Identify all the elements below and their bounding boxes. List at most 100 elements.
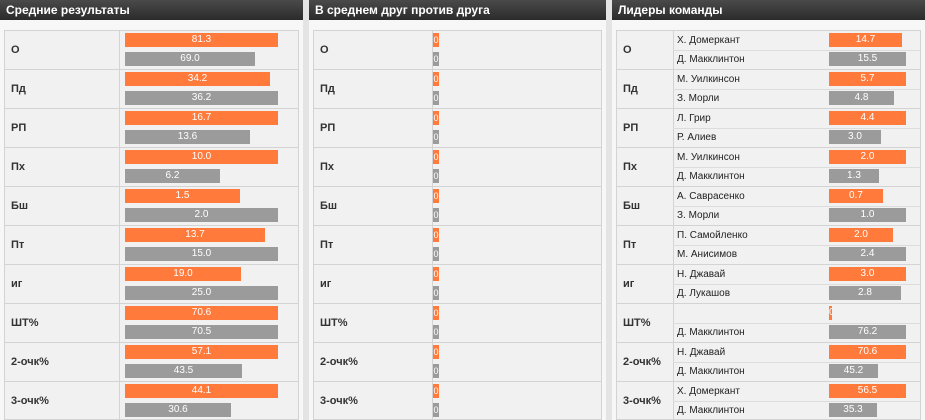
leaders-row: О Х. Домеркант Д. Макклинтон 14.7 15.5 xyxy=(616,30,921,69)
home-average-bar-value: 1.5 xyxy=(175,190,190,201)
leader-away-bar-value: 15.5 xyxy=(857,53,878,64)
column-divider xyxy=(432,148,433,186)
leader-home-bar: 70.6 xyxy=(829,345,906,359)
home-h2h-bar-value: 0 xyxy=(433,113,439,123)
leaders-panel-title: Лидеры команды xyxy=(612,0,925,20)
home-h2h-bar: 0 xyxy=(433,267,439,281)
home-average-bar: 81.3 xyxy=(125,33,278,47)
leaders-row: 2-очк% Н. Джавай Д. Макклинтон 70.6 45.2 xyxy=(616,342,921,381)
averages-row: 3-очк% 44.1 30.6 xyxy=(4,381,299,420)
stat-label: 2-очк% xyxy=(320,356,358,368)
averages-row: О 81.3 69.0 xyxy=(4,30,299,69)
column-divider xyxy=(119,343,120,381)
averages-row: Пт 13.7 15.0 xyxy=(4,225,299,264)
home-h2h-bar: 0 xyxy=(433,306,439,320)
row-half-divider xyxy=(673,284,920,285)
home-h2h-bar-value: 0 xyxy=(433,386,439,396)
row-half-divider xyxy=(673,128,920,129)
head-to-head-row: Пх 0 0 xyxy=(313,147,602,186)
stat-label: О xyxy=(623,44,632,56)
leader-away-bar: 15.5 xyxy=(829,52,906,66)
averages-row: ШТ% 70.6 70.5 xyxy=(4,303,299,342)
home-h2h-bar: 0 xyxy=(433,33,439,47)
column-divider xyxy=(432,265,433,303)
away-h2h-bar-value: 0 xyxy=(433,93,439,103)
away-h2h-bar-value: 0 xyxy=(433,132,439,142)
column-divider xyxy=(432,109,433,147)
row-half-divider xyxy=(673,401,920,402)
home-h2h-bar-value: 0 xyxy=(433,347,439,357)
column-divider xyxy=(432,187,433,225)
away-average-bar: 43.5 xyxy=(125,364,242,378)
leader-away-bar-value: 1.3 xyxy=(847,170,861,181)
leader-away-bar-value: 2.8 xyxy=(858,287,872,298)
away-h2h-bar: 0 xyxy=(433,208,439,222)
home-average-bar: 70.6 xyxy=(125,306,278,320)
leader-away-bar: 1.0 xyxy=(829,208,906,222)
away-average-bar-value: 70.5 xyxy=(191,326,212,337)
stat-label: Пт xyxy=(11,239,25,251)
row-half-divider xyxy=(673,89,920,90)
leaders-row: 3-очк% Х. Домеркант Д. Макклинтон 56.5 35.3 xyxy=(616,381,921,420)
leader-home-bar: 2.0 xyxy=(829,228,893,242)
away-average-bar: 13.6 xyxy=(125,130,250,144)
head-to-head-panel-title: В среднем друг против друга xyxy=(309,0,606,20)
stat-label: 2-очк% xyxy=(623,356,661,368)
away-average-bar-value: 25.0 xyxy=(191,287,212,298)
stat-label: иг xyxy=(623,278,635,290)
stat-label: Пх xyxy=(623,161,638,173)
column-divider xyxy=(673,382,674,419)
leaders-row: Пт П. Самойленко М. Анисимов 2.0 2.4 xyxy=(616,225,921,264)
leaders-panel: Лидеры команды О Х. Домеркант Д. Макклинто… xyxy=(612,0,925,420)
averages-row: РП 16.7 13.6 xyxy=(4,108,299,147)
home-h2h-bar: 0 xyxy=(433,189,439,203)
away-average-bar-value: 69.0 xyxy=(180,53,200,64)
leader-home-bar: 0.0 xyxy=(829,306,832,320)
leader-away-bar: 45.2 xyxy=(829,364,878,378)
leader-home-bar-value: 0.7 xyxy=(849,190,863,201)
away-average-bar-value: 15.0 xyxy=(191,248,212,259)
away-average-bar-value: 2.0 xyxy=(194,209,209,220)
home-h2h-bar: 0 xyxy=(433,228,439,242)
stat-label: 3-очк% xyxy=(320,395,358,407)
away-h2h-bar-value: 0 xyxy=(433,171,439,181)
head-to-head-row: 3-очк% 0 0 xyxy=(313,381,602,420)
leaders-row: РП Л. Грир Р. Алиев 4.4 3.0 xyxy=(616,108,921,147)
leader-away-bar-value: 35.3 xyxy=(843,404,863,415)
away-h2h-bar: 0 xyxy=(433,364,439,378)
away-average-bar: 25.0 xyxy=(125,286,278,300)
leader-home-bar: 56.5 xyxy=(829,384,906,398)
head-to-head-rows: О 0 0 Пд 0 0 РП 0 0 Пх 0 0 Бш 0 0 Пт 0 0 иг 0 0 ШТ% 0 0 2-очк% 0 0… xyxy=(313,30,602,420)
leaders-row: Бш А. Саврасенко З. Морли 0.7 1.0 xyxy=(616,186,921,225)
column-divider xyxy=(432,304,433,342)
leader-home-name: М. Уилкинсон xyxy=(677,152,740,163)
row-half-divider xyxy=(673,50,920,51)
home-average-bar-value: 44.1 xyxy=(191,385,212,396)
column-divider xyxy=(119,148,120,186)
leader-home-bar-value: 14.7 xyxy=(855,34,876,45)
leader-away-bar: 3.0 xyxy=(829,130,881,144)
away-average-bar-value: 30.6 xyxy=(168,404,188,415)
home-average-bar-value: 19.0 xyxy=(173,268,193,279)
home-average-bar-value: 10.0 xyxy=(191,151,212,162)
leader-home-name: А. Саврасенко xyxy=(677,191,745,202)
stat-label: Пд xyxy=(320,83,335,95)
leader-home-bar: 3.0 xyxy=(829,267,906,281)
column-divider xyxy=(119,304,120,342)
away-h2h-bar: 0 xyxy=(433,130,439,144)
home-h2h-bar: 0 xyxy=(433,111,439,125)
home-average-bar-value: 57.1 xyxy=(191,346,212,357)
leader-away-name: Д. Лукашов xyxy=(677,288,731,299)
averages-panel-title: Средние результаты xyxy=(0,0,303,20)
column-divider xyxy=(432,343,433,381)
away-h2h-bar: 0 xyxy=(433,247,439,261)
head-to-head-row: Пд 0 0 xyxy=(313,69,602,108)
leaders-rows: О Х. Домеркант Д. Макклинтон 14.7 15.5 Пд М. У… xyxy=(616,30,921,420)
averages-row: Бш 1.5 2.0 xyxy=(4,186,299,225)
leader-home-bar: 5.7 xyxy=(829,72,906,86)
leaders-row: ШТ% Д. Макклинтон 0.0 76.2 xyxy=(616,303,921,342)
averages-rows: О 81.3 69.0 Пд 34.2 36.2 РП 16.7 13.6 Пх 10.0 6.2 Бш… xyxy=(4,30,299,420)
home-h2h-bar-value: 0 xyxy=(433,230,439,240)
leader-away-bar: 76.2 xyxy=(829,325,906,339)
row-half-divider xyxy=(673,245,920,246)
